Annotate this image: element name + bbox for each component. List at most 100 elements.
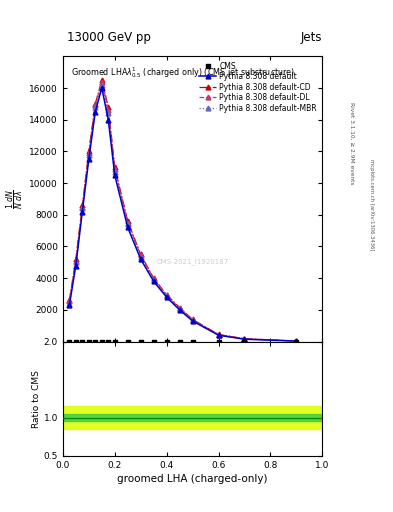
Pythia 8.308 default-DL <box>67 298 72 304</box>
CMS <box>105 337 112 346</box>
Text: mcplots.cern.ch [arXiv:1306.3436]: mcplots.cern.ch [arXiv:1306.3436] <box>369 159 374 250</box>
X-axis label: groomed LHA (charged-only): groomed LHA (charged-only) <box>118 474 268 484</box>
CMS <box>189 337 196 346</box>
Pythia 8.308 default-CD <box>73 256 78 262</box>
Pythia 8.308 default-CD <box>112 164 117 170</box>
Pythia 8.308 default <box>73 263 78 269</box>
Pythia 8.308 default-DL <box>138 252 143 258</box>
Legend: CMS, Pythia 8.308 default, Pythia 8.308 default-CD, Pythia 8.308 default-DL, Pyt: CMS, Pythia 8.308 default, Pythia 8.308 … <box>198 60 318 114</box>
Text: CMS-2021_I1920187: CMS-2021_I1920187 <box>156 259 229 265</box>
Pythia 8.308 default <box>86 156 91 162</box>
Pythia 8.308 default-CD <box>138 251 143 258</box>
Pythia 8.308 default <box>125 224 130 230</box>
Pythia 8.308 default-MBR <box>73 259 78 265</box>
Pythia 8.308 default-MBR <box>99 82 104 88</box>
Pythia 8.308 default-DL <box>125 220 130 226</box>
CMS <box>79 337 86 346</box>
Y-axis label: $\frac{1}{\mathit{N}}\frac{d\mathit{N}}{d\lambda}$: $\frac{1}{\mathit{N}}\frac{d\mathit{N}}{… <box>5 189 26 209</box>
Pythia 8.308 default-DL <box>190 316 195 323</box>
Bar <box>63 414 322 421</box>
Text: Groomed LHA$\lambda^1_{0.5}$ (charged only) (CMS jet substructure): Groomed LHA$\lambda^1_{0.5}$ (charged on… <box>71 65 295 80</box>
Pythia 8.308 default-DL <box>93 102 98 109</box>
Pythia 8.308 default-MBR <box>112 169 117 175</box>
CMS <box>92 337 99 346</box>
Pythia 8.308 default-DL <box>151 276 156 282</box>
Pythia 8.308 default-CD <box>80 202 85 208</box>
Pythia 8.308 default-CD <box>216 331 221 337</box>
Text: 13000 GeV pp: 13000 GeV pp <box>67 31 151 44</box>
Pythia 8.308 default-CD <box>151 275 156 281</box>
Pythia 8.308 default-DL <box>73 258 78 264</box>
Pythia 8.308 default <box>138 256 143 262</box>
Pythia 8.308 default <box>93 109 98 115</box>
Pythia 8.308 default-MBR <box>190 317 195 323</box>
Pythia 8.308 default <box>164 294 169 300</box>
Pythia 8.308 default-MBR <box>216 332 221 338</box>
Pythia 8.308 default-DL <box>112 166 117 172</box>
CMS <box>293 337 299 346</box>
CMS <box>73 337 79 346</box>
Pythia 8.308 default-DL <box>242 336 247 342</box>
CMS <box>112 337 118 346</box>
Text: Jets: Jets <box>301 31 322 44</box>
CMS <box>86 337 92 346</box>
CMS <box>125 337 131 346</box>
CMS <box>215 337 222 346</box>
Pythia 8.308 default-DL <box>80 204 85 210</box>
CMS <box>66 337 73 346</box>
Pythia 8.308 default-CD <box>125 218 130 224</box>
Pythia 8.308 default-CD <box>242 336 247 342</box>
Pythia 8.308 default <box>294 338 299 344</box>
Line: Pythia 8.308 default-DL: Pythia 8.308 default-DL <box>67 79 299 344</box>
Pythia 8.308 default <box>216 332 221 338</box>
Pythia 8.308 default-CD <box>177 305 182 311</box>
CMS <box>99 337 105 346</box>
Pythia 8.308 default-CD <box>67 297 72 304</box>
CMS <box>151 337 157 346</box>
Pythia 8.308 default-DL <box>99 79 104 85</box>
Pythia 8.308 default-DL <box>294 338 299 344</box>
Pythia 8.308 default <box>190 318 195 324</box>
Pythia 8.308 default-CD <box>99 77 104 83</box>
Pythia 8.308 default <box>112 172 117 178</box>
Pythia 8.308 default <box>80 208 85 215</box>
Pythia 8.308 default-MBR <box>125 221 130 227</box>
Line: Pythia 8.308 default-CD: Pythia 8.308 default-CD <box>67 78 299 344</box>
Y-axis label: Ratio to CMS: Ratio to CMS <box>32 370 41 428</box>
Pythia 8.308 default-MBR <box>106 110 111 116</box>
Pythia 8.308 default-DL <box>164 292 169 298</box>
Pythia 8.308 default-MBR <box>151 276 156 283</box>
Pythia 8.308 default-CD <box>86 148 91 155</box>
Pythia 8.308 default-MBR <box>242 336 247 342</box>
CMS <box>241 337 248 346</box>
Pythia 8.308 default <box>151 279 156 285</box>
Pythia 8.308 default-MBR <box>67 301 72 307</box>
Pythia 8.308 default-MBR <box>93 104 98 110</box>
Pythia 8.308 default-DL <box>86 150 91 156</box>
Line: Pythia 8.308 default: Pythia 8.308 default <box>67 86 299 344</box>
Pythia 8.308 default <box>177 307 182 313</box>
Pythia 8.308 default <box>106 117 111 123</box>
Pythia 8.308 default-MBR <box>294 338 299 344</box>
Pythia 8.308 default-CD <box>164 292 169 298</box>
Pythia 8.308 default <box>67 302 72 308</box>
Pythia 8.308 default-MBR <box>80 205 85 211</box>
Pythia 8.308 default <box>99 85 104 91</box>
CMS <box>138 337 144 346</box>
Pythia 8.308 default <box>242 336 247 342</box>
Pythia 8.308 default-MBR <box>164 293 169 299</box>
Pythia 8.308 default-MBR <box>86 152 91 158</box>
Pythia 8.308 default-DL <box>216 332 221 338</box>
Text: Rivet 3.1.10, ≥ 2.9M events: Rivet 3.1.10, ≥ 2.9M events <box>349 102 354 185</box>
Pythia 8.308 default-CD <box>294 338 299 344</box>
Pythia 8.308 default-MBR <box>138 254 143 260</box>
Bar <box>63 406 322 429</box>
CMS <box>176 337 183 346</box>
Pythia 8.308 default-DL <box>177 305 182 311</box>
CMS <box>163 337 170 346</box>
Line: Pythia 8.308 default-MBR: Pythia 8.308 default-MBR <box>67 82 299 344</box>
Pythia 8.308 default-DL <box>106 107 111 113</box>
Pythia 8.308 default-CD <box>106 104 111 110</box>
Pythia 8.308 default-CD <box>190 316 195 323</box>
Pythia 8.308 default-MBR <box>177 306 182 312</box>
